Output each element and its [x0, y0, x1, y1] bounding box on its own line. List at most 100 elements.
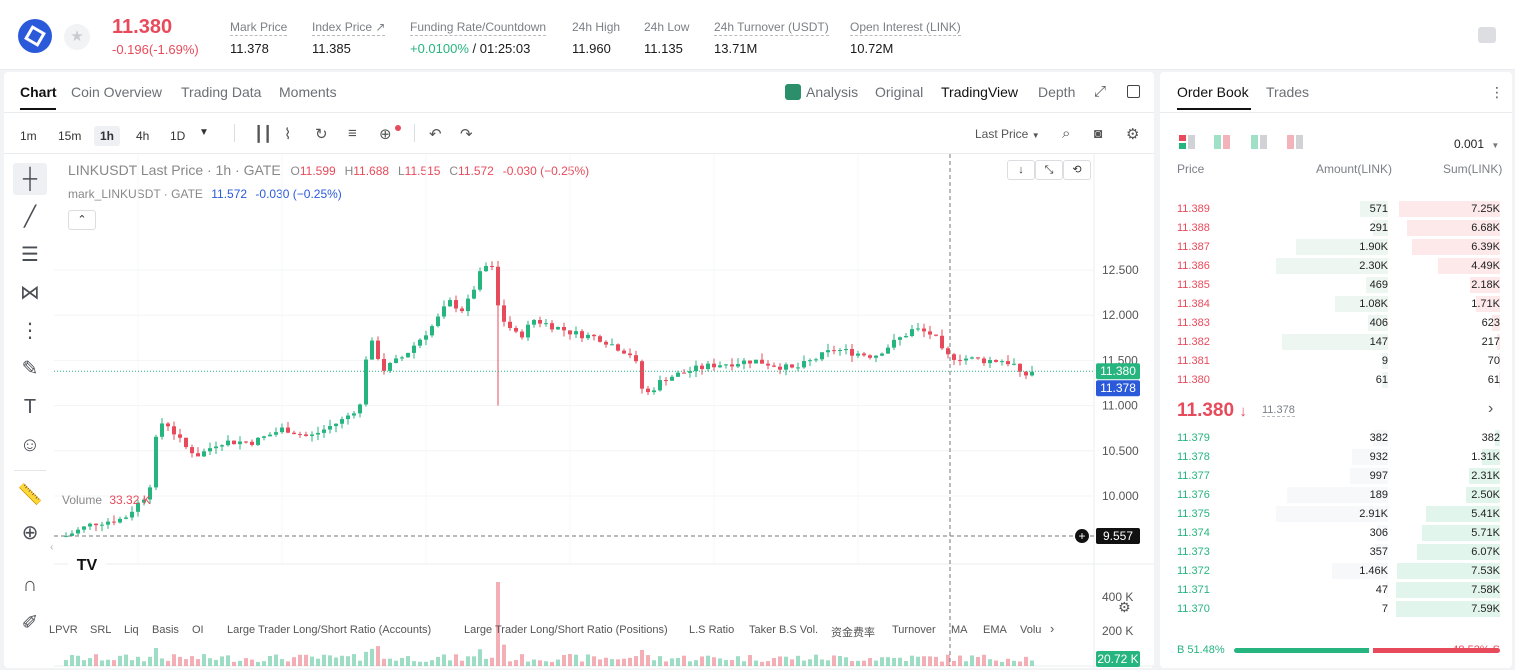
bid-row[interactable]: 11.371 47 7.58K	[1160, 581, 1512, 600]
replay-icon[interactable]: ↻	[315, 126, 328, 143]
chevron-right-icon[interactable]: ›	[1488, 400, 1494, 417]
tf-15m[interactable]: 15m	[58, 129, 82, 143]
bid-row[interactable]: 11.375 2.91K 5.41K	[1160, 505, 1512, 524]
price-type-select[interactable]: Last Price ▼	[975, 127, 1040, 141]
tf-1h[interactable]: 1h	[94, 126, 121, 146]
undo-icon[interactable]: ↶	[429, 126, 442, 143]
compress-icon[interactable]: ⤡	[1035, 160, 1063, 180]
tab-order-book[interactable]: Order Book	[1177, 84, 1249, 100]
fullscreen-icon[interactable]: ⤢	[1094, 83, 1107, 100]
crosshair-tool-icon[interactable]: ┼	[13, 163, 47, 195]
magnet-tool-icon[interactable]: ∩	[22, 574, 38, 596]
ask-row[interactable]: 11.382 147 217	[1160, 333, 1512, 352]
indicator-13[interactable]: Volu	[1020, 624, 1042, 636]
window-toggle-icon[interactable]	[1127, 85, 1140, 98]
indicator-6[interactable]: Large Trader Long/Short Ratio (Positions…	[464, 624, 668, 636]
loop-icon[interactable]: ⟲	[1063, 160, 1091, 180]
bid-row[interactable]: 11.370 7 7.59K	[1160, 600, 1512, 619]
mode-depth[interactable]: Depth	[1038, 84, 1076, 100]
measure-lines-tool-icon[interactable]: ⋮	[20, 320, 40, 342]
view-asks-only-icon[interactable]	[1287, 135, 1303, 149]
stat-24h-turnover[interactable]: 24h Turnover (USDT) 13.71M	[714, 18, 829, 56]
text-tool-icon[interactable]: T	[23, 396, 37, 418]
indicator-1[interactable]: SRL	[90, 624, 112, 636]
tf-4h[interactable]: 4h	[136, 129, 150, 143]
view-bids-only-icon[interactable]	[1251, 135, 1267, 149]
view-bids-asks-icon[interactable]	[1214, 135, 1230, 149]
zoom-in-tool-icon[interactable]: ⊕	[21, 522, 39, 544]
indicator-2[interactable]: Liq	[124, 624, 139, 636]
indicator-10[interactable]: Turnover	[892, 624, 936, 636]
chevron-right-icon[interactable]: ›	[1050, 621, 1055, 636]
more-options-icon[interactable]: ⋮	[1490, 84, 1504, 100]
indicator-0[interactable]: LPVR	[49, 624, 78, 636]
bid-row[interactable]: 11.377 997 2.31K	[1160, 467, 1512, 486]
ask-row[interactable]: 11.384 1.08K 1.71K	[1160, 295, 1512, 314]
tab-trades[interactable]: Trades	[1266, 84, 1310, 100]
tf-dropdown-caret-icon[interactable]: ▼	[199, 127, 209, 138]
view-both-icon[interactable]	[1179, 135, 1195, 149]
indicators-icon[interactable]: ⌇	[284, 126, 292, 143]
ask-row[interactable]: 11.383 406 623	[1160, 314, 1512, 333]
stat-mark-price[interactable]: Mark Price 11.378	[230, 18, 288, 56]
stat-open-interest[interactable]: Open Interest (LINK) 10.72M	[850, 18, 961, 56]
search-icon[interactable]: ⌕	[1062, 125, 1071, 142]
camera-icon[interactable]: ◙	[1094, 125, 1103, 141]
gear-icon[interactable]: ⚙	[1126, 126, 1140, 143]
indicator-12[interactable]: EMA	[983, 624, 1007, 636]
stat-funding-rate[interactable]: Funding Rate/Countdown +0.0100% / 01:25:…	[410, 18, 547, 56]
add-alert-icon[interactable]	[1075, 529, 1089, 544]
scroll-down-icon[interactable]: ↓	[1007, 160, 1035, 180]
ask-row[interactable]: 11.389 571 7.25K	[1160, 200, 1512, 219]
ask-row[interactable]: 11.385 469 2.18K	[1160, 276, 1512, 295]
ask-row[interactable]: 11.387 1.90K 6.39K	[1160, 238, 1512, 257]
bid-row[interactable]: 11.378 932 1.31K	[1160, 448, 1512, 467]
tab-coin-overview[interactable]: Coin Overview	[71, 84, 163, 100]
ruler-tool-icon[interactable]: 📏	[17, 484, 43, 506]
price-chart[interactable]: 12.50012.00011.50011.00010.50010.000400 …	[54, 154, 1154, 668]
ask-row[interactable]: 11.380 61 61	[1160, 371, 1512, 390]
ask-row[interactable]: 11.381 9 70	[1160, 352, 1512, 371]
candle-type-icon[interactable]: ┃┃	[254, 126, 273, 143]
indicator-7[interactable]: L.S Ratio	[689, 624, 735, 636]
stat-value: 10.72M	[850, 41, 894, 56]
tf-1m[interactable]: 1m	[20, 129, 37, 143]
redo-icon[interactable]: ↷	[460, 126, 473, 143]
indicator-9[interactable]: 资金费率	[831, 627, 875, 639]
bid-row[interactable]: 11.373 357 6.07K	[1160, 543, 1512, 562]
precision-select[interactable]: 0.001 ▼	[1454, 137, 1499, 151]
mode-analysis[interactable]: Analysis	[806, 84, 859, 100]
tab-trading-data[interactable]: Trading Data	[181, 84, 262, 100]
bid-row[interactable]: 11.379 382 382	[1160, 429, 1512, 448]
indicator-11[interactable]: MA	[951, 624, 968, 636]
emoji-tool-icon[interactable]: ☺	[19, 434, 41, 456]
bid-row[interactable]: 11.372 1.46K 7.53K	[1160, 562, 1512, 581]
indicator-5[interactable]: Large Trader Long/Short Ratio (Accounts)	[227, 624, 432, 636]
notes-icon[interactable]	[1478, 27, 1496, 43]
favorite-star-icon[interactable]: ★	[64, 24, 90, 50]
pattern-tool-icon[interactable]: ⋈	[20, 282, 40, 304]
volume-bar	[958, 655, 962, 666]
mode-tradingview[interactable]: TradingView	[941, 84, 1019, 100]
collapse-toolbar-icon[interactable]: ‹	[50, 542, 54, 553]
bid-row[interactable]: 11.376 189 2.50K	[1160, 486, 1512, 505]
alert-add-icon[interactable]: ⊕	[379, 126, 392, 143]
bid-row[interactable]: 11.374 306 5.71K	[1160, 524, 1512, 543]
tf-1d[interactable]: 1D	[170, 129, 186, 143]
ask-row[interactable]: 11.388 291 6.68K	[1160, 219, 1512, 238]
tab-chart[interactable]: Chart	[20, 84, 57, 100]
indicator-8[interactable]: Taker B.S Vol.	[749, 624, 819, 636]
stat-index-price[interactable]: Index Price ↗ 11.385	[312, 18, 386, 56]
indicator-3[interactable]: Basis	[152, 624, 179, 636]
templates-icon[interactable]: ≡	[348, 125, 357, 142]
indicator-4[interactable]: OI	[192, 624, 204, 636]
collapse-legend-button[interactable]: ⌃	[68, 210, 96, 230]
mode-original[interactable]: Original	[875, 84, 924, 100]
chart-settings-icon[interactable]: ⚙	[1118, 599, 1131, 615]
fib-tool-icon[interactable]: ☰	[21, 244, 39, 266]
tab-moments[interactable]: Moments	[279, 84, 337, 100]
brush-tool-icon[interactable]: ✎	[21, 358, 39, 380]
trendline-tool-icon[interactable]: ╱	[23, 206, 37, 228]
ask-row[interactable]: 11.386 2.30K 4.49K	[1160, 257, 1512, 276]
pencil-lock-icon[interactable]: ✐	[21, 612, 39, 634]
